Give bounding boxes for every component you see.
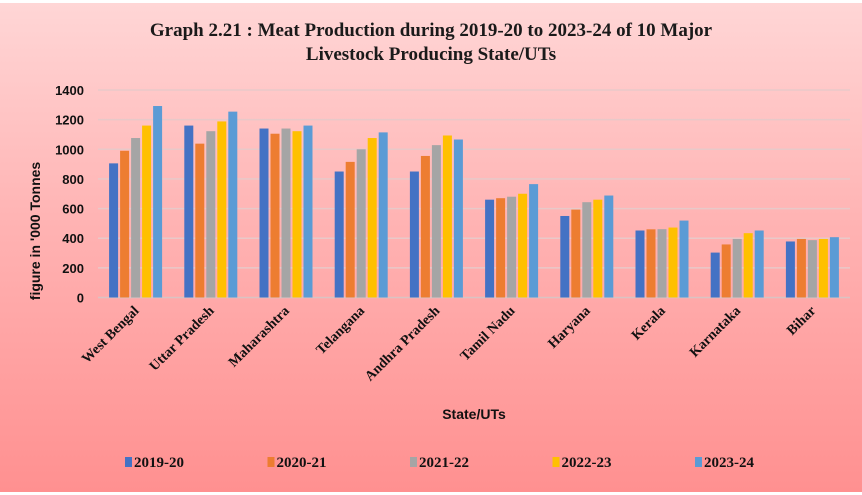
y-tick-label: 1400	[55, 83, 84, 98]
bar-2021-22	[206, 131, 216, 298]
bar-2019-20	[184, 125, 194, 298]
y-tick-label: 600	[62, 202, 84, 217]
legend: 2019-20 2020-21 2021-22 2022-23 2023-24	[125, 455, 754, 471]
bar-2020-21	[120, 150, 130, 298]
bar-2021-22	[507, 196, 517, 298]
legend-label: 2020-21	[277, 455, 327, 471]
bar-2020-21	[496, 198, 506, 298]
bar-2022-23	[292, 131, 302, 298]
chart-title-line-2: Livestock Producing State/UTs	[305, 44, 557, 65]
x-tick-label: Haryana	[546, 304, 594, 352]
x-tick-label: Maharashtra	[226, 304, 293, 371]
y-tick-label: 200	[62, 261, 84, 276]
bar-2021-22	[281, 128, 291, 298]
y-axis-ticks: 0 200 400 600 800 1000 1200 1400	[55, 83, 84, 306]
legend-swatch	[410, 457, 417, 467]
bar-2022-23	[442, 135, 452, 298]
bar-2019-20	[109, 163, 119, 298]
legend-swatch	[552, 457, 560, 467]
x-axis-labels: West Bengal Uttar Pradesh Maharashtra Telan…	[79, 304, 819, 385]
legend-label: 2019-20	[134, 455, 184, 471]
legend-swatch	[267, 457, 275, 467]
bar-2020-21	[345, 161, 355, 298]
bar-2020-21	[195, 143, 205, 298]
bar-2023-24	[153, 106, 163, 298]
x-tick-label: Bihar	[784, 304, 819, 339]
bar-2022-23	[593, 199, 603, 298]
x-tick-label: Kerala	[629, 304, 669, 344]
bar-2019-20	[560, 215, 570, 298]
bar-2019-20	[710, 252, 720, 298]
legend-label: 2022-23	[562, 455, 612, 471]
bar-2019-20	[259, 128, 269, 298]
bars	[109, 106, 839, 298]
chart-title: Graph 2.21 : Meat Production during 2019…	[0, 19, 862, 67]
bar-2020-21	[571, 209, 581, 298]
x-tick-label: Telangana	[314, 304, 368, 358]
bar-2022-23	[743, 233, 753, 298]
x-tick-label: Andhra Pradesh	[362, 304, 443, 385]
x-tick-label: West Bengal	[79, 304, 142, 367]
bar-2019-20	[635, 230, 645, 298]
y-tick-label: 0	[77, 291, 84, 306]
chart-container: Graph 2.21 : Meat Production during 2019…	[0, 3, 862, 492]
bar-2021-22	[657, 229, 667, 298]
bar-2020-21	[270, 133, 280, 298]
chart-title-line-1: Graph 2.21 : Meat Production during 2019…	[149, 20, 713, 41]
bar-2022-23	[518, 193, 528, 298]
bar-2023-24	[228, 111, 238, 298]
bar-2019-20	[334, 171, 344, 298]
bar-2023-24	[679, 220, 689, 298]
legend-swatch	[125, 457, 132, 467]
bar-2019-20	[409, 171, 419, 298]
y-tick-label: 1000	[55, 142, 84, 157]
y-tick-label: 1200	[55, 113, 84, 128]
bar-2021-22	[356, 149, 366, 298]
x-axis-title: State/UTs	[442, 406, 506, 422]
bar-2022-23	[217, 121, 227, 298]
bar-2022-23	[818, 238, 828, 298]
x-tick-label: Tamil Nadu	[458, 304, 519, 365]
bar-2020-21	[796, 238, 806, 298]
bar-2020-21	[420, 155, 430, 298]
bar-chart: 0 200 400 600 800 1000 1200 1400 West Bengal Utt…	[27, 83, 850, 471]
bar-2023-24	[529, 184, 539, 298]
bar-2023-24	[829, 237, 839, 298]
y-axis-title: figure in '000 Tonnes	[27, 162, 43, 301]
bar-2022-23	[142, 125, 152, 298]
bar-2020-21	[721, 244, 731, 298]
x-tick-label: Karnataka	[687, 304, 744, 361]
x-tick-label: Uttar Pradesh	[147, 304, 218, 375]
bar-2020-21	[646, 229, 656, 298]
legend-label: 2021-22	[419, 455, 469, 471]
bar-2021-22	[807, 240, 817, 298]
legend-swatch	[695, 457, 702, 467]
bar-2022-23	[367, 138, 377, 298]
bar-2021-22	[732, 238, 742, 298]
bar-2019-20	[485, 199, 495, 298]
y-tick-label: 800	[62, 172, 84, 187]
bar-2022-23	[668, 227, 678, 298]
bar-2023-24	[303, 125, 313, 298]
bar-2019-20	[785, 241, 795, 298]
bar-2021-22	[131, 138, 141, 298]
bar-2023-24	[604, 195, 614, 298]
legend-label: 2023-24	[704, 455, 754, 471]
bar-2021-22	[431, 145, 441, 298]
bar-2023-24	[754, 230, 764, 298]
bar-2021-22	[582, 202, 592, 298]
bar-2023-24	[378, 132, 388, 298]
bar-2023-24	[453, 139, 463, 298]
y-tick-label: 400	[62, 231, 84, 246]
